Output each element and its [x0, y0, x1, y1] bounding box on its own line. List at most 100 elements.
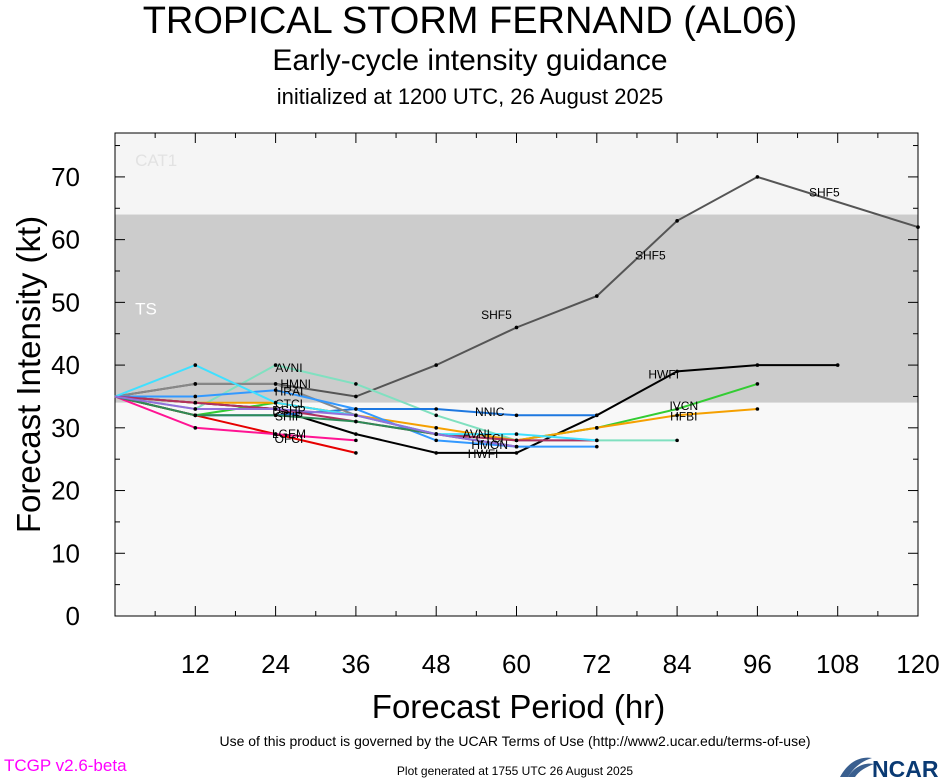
series-label-hmon: HMON — [471, 438, 508, 452]
y-tick-label: 40 — [51, 350, 80, 380]
x-tick-label: 72 — [582, 649, 611, 679]
x-tick-label: 48 — [422, 649, 451, 679]
version-label: TCGP v2.6-beta — [4, 756, 127, 775]
series-point-ctci — [595, 438, 599, 443]
y-tick-label: 60 — [51, 225, 80, 255]
series-point-shf5 — [675, 219, 679, 223]
series-point-shf5 — [514, 325, 519, 330]
series-point-hwfi — [675, 369, 679, 374]
series-label-hfbi: HFBI — [670, 410, 697, 424]
series-label-lgem: LGEM — [272, 427, 306, 441]
x-tick-label: 24 — [261, 649, 290, 679]
series-point-hrai — [434, 438, 439, 443]
series-label-ofci: OFCI — [275, 432, 304, 446]
series-point-shf5 — [434, 363, 439, 367]
series-point-hmni — [193, 382, 198, 386]
series-point-hmon — [434, 432, 439, 436]
series-point-hfbi — [755, 407, 760, 411]
series-point-lgem — [354, 451, 358, 455]
series-point-avni — [354, 382, 358, 386]
series-point-hwfi — [354, 432, 358, 436]
series-point-hfbi — [595, 426, 599, 430]
x-tick-label: 96 — [743, 649, 772, 679]
series-label-nnic: NNIC — [475, 405, 505, 419]
x-tick-label: 60 — [502, 649, 531, 679]
series-point-avni — [434, 413, 439, 418]
series-label-hwfi: HWFI — [648, 368, 679, 382]
series-point-hwfi — [755, 363, 760, 367]
x-axis-label: Forecast Period (hr) — [372, 688, 665, 725]
series-point-ofci — [354, 438, 358, 443]
series-point-shf5 — [755, 175, 760, 179]
series-label-hwfi: HWFI — [468, 447, 499, 461]
series-point-shf5 — [354, 394, 358, 399]
chart-subtitle: Early-cycle intensity guidance — [272, 44, 668, 77]
ncar-logo: NCAR — [840, 756, 938, 780]
series-point-hrai — [354, 407, 358, 411]
series-point-ofci — [193, 426, 198, 430]
series-point-hfbi — [675, 413, 679, 418]
series-point-shf5 — [595, 294, 599, 298]
series-point-hrai — [273, 388, 278, 392]
series-point-hrai — [595, 444, 599, 449]
series-line-hmon — [114, 395, 517, 448]
series-point-nnic — [514, 413, 519, 418]
series-label-hrai: HRAI — [275, 384, 304, 398]
series-point-avni — [675, 438, 679, 443]
y-tick-label: 10 — [51, 538, 80, 568]
series-point-ofci — [273, 432, 278, 436]
intensity-band-1 — [115, 214, 918, 403]
intensity-band-2 — [115, 402, 918, 616]
series-point-hmon — [193, 407, 198, 411]
y-tick-label: 50 — [51, 287, 80, 317]
logo-text: NCAR — [872, 756, 938, 780]
y-tick-label: 30 — [51, 413, 80, 443]
series-point-shf5 — [916, 225, 920, 229]
x-tick-label: 36 — [341, 649, 370, 679]
band-label: CAT1 — [135, 151, 177, 170]
series-point-ship — [193, 413, 198, 418]
terms-of-use: Use of this product is governed by the U… — [219, 733, 811, 749]
series-label-avni: AVNI — [463, 427, 490, 441]
series-point-hmon — [273, 407, 278, 411]
series-point-ship — [354, 419, 358, 424]
series-point-dshp — [514, 438, 519, 443]
series-point-avni — [273, 363, 278, 367]
chart-title: TROPICAL STORM FERNAND (AL06) — [142, 0, 798, 42]
series-point-hrai — [193, 394, 198, 399]
series-point-hwfi — [514, 451, 519, 455]
series-label-dshp: DSHP — [272, 403, 305, 417]
intensity-band-0 — [115, 133, 918, 215]
series-point-hfbi — [434, 426, 439, 430]
series-point-nnic — [595, 413, 599, 418]
x-tick-label: 120 — [896, 649, 939, 679]
series-point-hwfi — [434, 451, 439, 455]
init-time: initialized at 1200 UTC, 26 August 2025 — [276, 84, 664, 109]
series-label-ctci: CTCI — [275, 397, 303, 411]
series-point-ctci — [193, 363, 198, 367]
x-tick-label: 108 — [816, 649, 859, 679]
series-point-ivcn — [755, 382, 760, 386]
band-label: TS — [135, 300, 157, 319]
series-label-avni: AVNI — [275, 361, 302, 375]
series-point-hmon — [354, 413, 358, 418]
series-point-ship — [273, 413, 278, 418]
x-tick-label: 12 — [181, 649, 210, 679]
generated-timestamp: Plot generated at 1755 UTC 26 August 202… — [396, 764, 634, 778]
series-point-dshp — [193, 400, 198, 405]
series-point-ivcn — [675, 407, 679, 411]
y-tick-label: 20 — [51, 476, 80, 506]
y-tick-label: 0 — [66, 601, 80, 631]
series-label-ship: SHIP — [275, 410, 303, 424]
series-label-ctci: CTCI — [476, 431, 504, 445]
series-point-nnic — [434, 407, 439, 411]
y-axis-label: Forecast Intensity (kt) — [10, 216, 47, 533]
series-point-hmni — [273, 382, 278, 386]
series-point-hmon — [514, 444, 519, 449]
series-label-hmni: HMNI — [280, 377, 311, 391]
series-point-ctci — [514, 432, 519, 436]
y-tick-label: 70 — [51, 162, 80, 192]
series-label-shf5: SHF5 — [635, 248, 666, 262]
series-line-ofci — [114, 395, 356, 442]
series-point-ctci — [273, 400, 278, 405]
